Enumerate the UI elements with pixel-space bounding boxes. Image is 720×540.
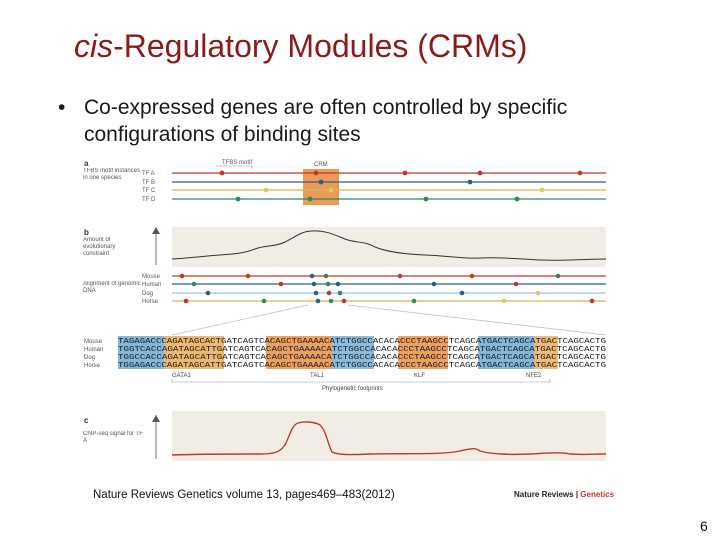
page-number: 6 — [700, 518, 708, 534]
seq-label-horse: Horse — [84, 363, 101, 369]
conservation-curve — [171, 230, 607, 261]
figure-caption: Nature Reviews Genetics volume 13, pages… — [93, 489, 395, 501]
tfbs-labels: GATA1 TAL1 KLF NFE2 — [172, 373, 542, 379]
phylogenetic-footprints-label: Phylogenetic footprints — [322, 386, 383, 392]
bullet-text: Co-expressed genes are often controlled … — [84, 96, 568, 146]
brand-journal: Nature Reviews — [514, 490, 574, 499]
tfbs-gata1: GATA1 — [172, 373, 191, 379]
panel-a-sites — [219, 170, 583, 202]
sequence-alignment: TAGAGACCCAGATAGCACTGATCAGTCACAGCTGAAAACA… — [118, 338, 606, 370]
tfbs-motif-bracket — [216, 165, 253, 169]
conservation-track-bg — [172, 227, 606, 267]
conservation-arrow-icon — [152, 227, 160, 234]
seq-label-human: Human — [84, 347, 103, 353]
tf-label-c: TF C — [142, 188, 156, 194]
bullet-dot-icon: • — [58, 96, 66, 119]
footprint-highlights — [118, 336, 558, 369]
alignment-sites — [179, 273, 595, 304]
sequence-dog: TGGCCACCAGATAGCATTGATCAGTCACAGCTGAAAACAT… — [118, 354, 606, 362]
chip-track-bg — [172, 411, 606, 461]
alignment-label: Alignment of genomic DNA — [83, 281, 141, 294]
tf-label-d: TF D — [142, 197, 156, 203]
panel-c-letter: c — [84, 416, 89, 425]
chip-label-box: ChIP-seq signal for TF A — [83, 431, 143, 444]
tfbs-tal1: TAL1 — [310, 373, 325, 379]
zoom-guides — [171, 304, 607, 336]
tfbs-klf: KLF — [414, 373, 425, 379]
tfbs-motif-header: TFBS motif — [222, 160, 252, 166]
slide-title: cis-Regulatory Modules (CRMs) — [74, 28, 527, 65]
conservation-label: Amount of evolutionary constraint — [83, 237, 116, 257]
crm-figure: a TFBS motif instances in one species TF… — [83, 159, 607, 461]
chip-signal-curve — [171, 421, 607, 456]
conservation-label-box: Amount of evolutionary constraint — [83, 237, 116, 257]
species-label-human: Human — [142, 282, 161, 288]
sequence-human: TGGTCACCAGATAGCATTGATCAGTCACAGCTGAAAACAT… — [118, 346, 606, 354]
species-label-horse: Horse — [142, 299, 159, 305]
brand-separator: | — [573, 490, 581, 499]
chip-arrow-icon — [152, 415, 160, 422]
footprint-bracket — [171, 379, 551, 383]
panel-a-letter: a — [84, 159, 89, 168]
seq-label-mouse: Mouse — [84, 339, 103, 345]
journal-brand: Nature Reviews | Genetics — [514, 490, 614, 499]
title-rest: -Regulatory Modules (CRMs) — [113, 28, 528, 64]
panel-b-letter: b — [84, 228, 89, 237]
sequence-horse: TGGAGACCCAGATAGCATTGATCAGTCACAGCTGAAAACA… — [118, 362, 606, 370]
sequence-mouse: TAGAGACCCAGATAGCACTGATCAGTCACAGCTGAAAACA… — [118, 338, 606, 346]
species-label-mouse: Mouse — [142, 274, 161, 280]
panel-a-label: TFBS motif instances in one species — [83, 168, 141, 181]
panel-a-label-box: TFBS motif instances in one species — [83, 168, 141, 181]
species-label-dog: Dog — [142, 291, 153, 297]
brand-section: Genetics — [580, 490, 615, 499]
chip-seq-label: ChIP-seq signal for TF A — [83, 431, 143, 444]
title-italic: cis — [74, 28, 114, 64]
tf-label-b: TF B — [142, 180, 155, 186]
alignment-label-box: Alignment of genomic DNA — [83, 281, 141, 294]
crm-header: CRM — [314, 162, 328, 168]
seq-label-dog: Dog — [84, 355, 95, 361]
tfbs-nfe2: NFE2 — [526, 373, 542, 379]
tf-label-a: TF A — [142, 171, 155, 177]
